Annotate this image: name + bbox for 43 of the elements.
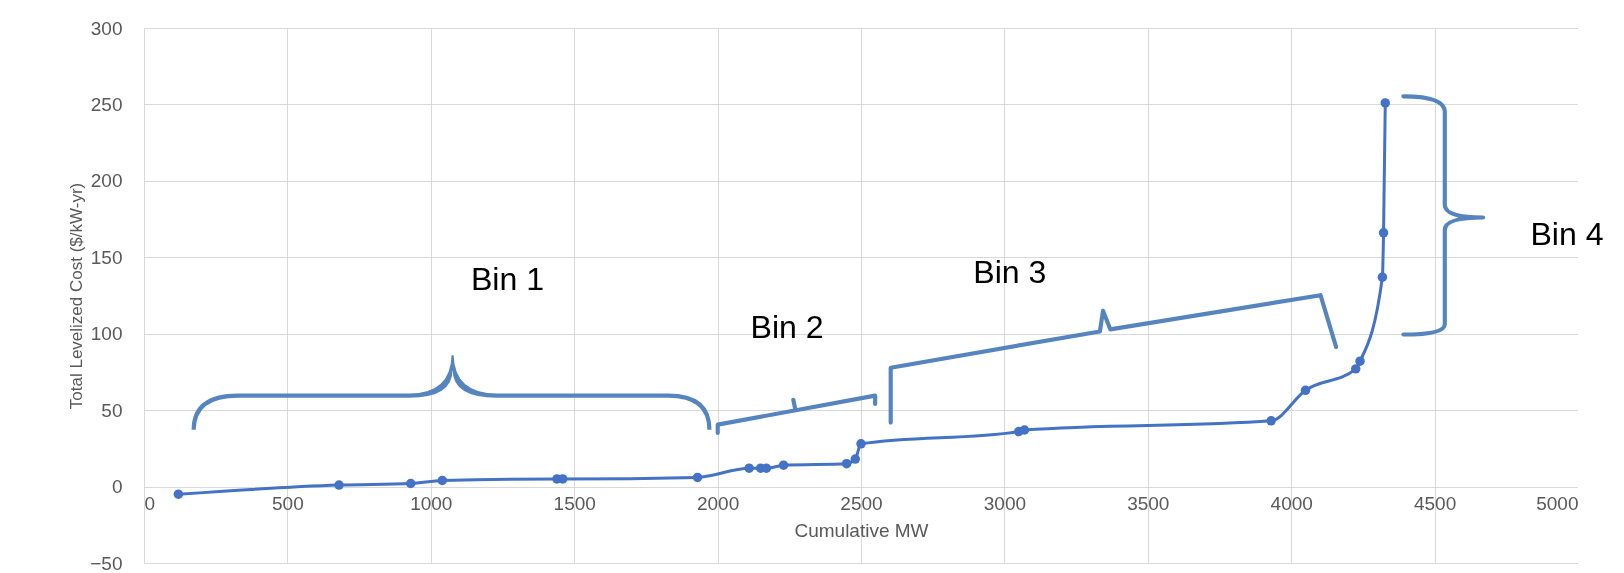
annotation: Bin 4	[1530, 215, 1604, 252]
annotation: Bin 2	[750, 308, 824, 345]
x-axis-title: Cumulative MW	[794, 520, 929, 542]
point	[173, 489, 184, 499]
point	[778, 460, 789, 470]
x-tick-label: 1000	[410, 493, 453, 515]
point	[405, 478, 416, 489]
y-tick-label: 50	[101, 399, 123, 421]
x-tick-label: 2500	[840, 493, 883, 515]
y-tick-label: 100	[90, 323, 123, 345]
point	[1350, 364, 1361, 374]
x-tick-label: 5000	[1536, 493, 1579, 515]
point	[841, 458, 852, 469]
x-tick-label: 0	[144, 493, 156, 515]
point	[1380, 98, 1391, 108]
y-tick-label: 250	[90, 93, 123, 115]
point	[1378, 228, 1389, 238]
x-tick-label: 3000	[983, 493, 1027, 515]
point	[334, 480, 344, 490]
point	[850, 454, 861, 464]
point	[437, 475, 448, 486]
point	[1019, 425, 1030, 435]
point	[1300, 385, 1311, 396]
point	[856, 439, 866, 449]
point	[692, 472, 703, 483]
y-tick-label: 300	[90, 17, 123, 39]
y-tick-label: 150	[90, 246, 123, 268]
x-tick-label: 4000	[1270, 493, 1313, 515]
y-axis-title: Total Levelized Cost ($/kW-yr)	[67, 182, 87, 410]
y-tick-label: 200	[90, 170, 123, 192]
x-tick-label: 1500	[553, 493, 596, 515]
y-tick-label: 0	[111, 476, 123, 498]
y-tick-label: −50	[90, 552, 123, 573]
point	[744, 463, 754, 473]
x-tick-label: 500	[272, 493, 304, 515]
point	[1355, 356, 1365, 366]
x-tick-label: 3500	[1127, 493, 1170, 515]
annotation: Bin 3	[973, 253, 1047, 290]
x-tick-label: 4500	[1413, 493, 1457, 515]
point	[1266, 416, 1276, 426]
point	[1377, 272, 1388, 282]
x-tick-label: 2000	[696, 493, 740, 515]
annotation: Bin 1	[470, 261, 545, 298]
